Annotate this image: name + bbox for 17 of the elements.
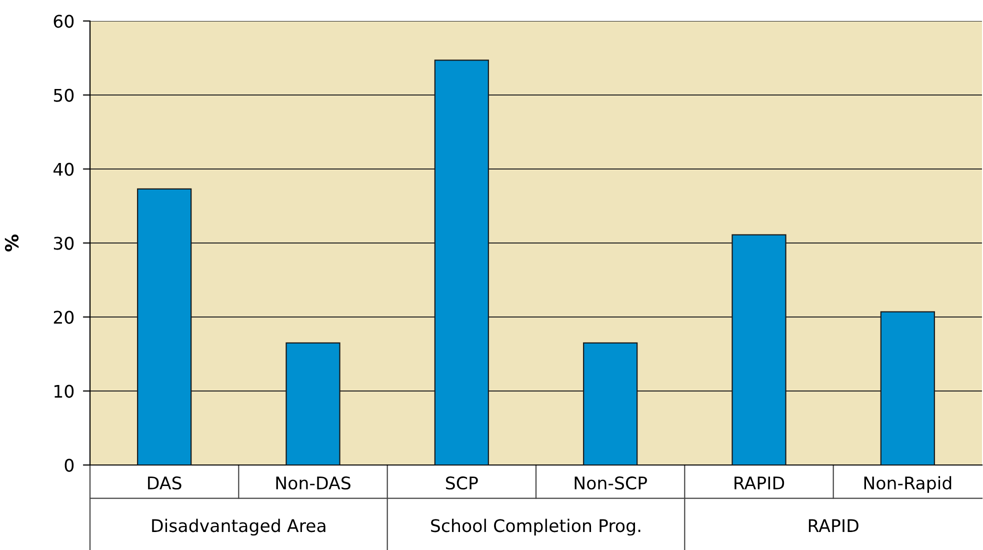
x-tick-label: Non-DAS xyxy=(276,476,350,490)
y-tick-label: 20 xyxy=(54,310,74,324)
x-tick-label: SCP xyxy=(446,476,478,490)
y-tick-label: 60 xyxy=(54,14,74,28)
y-tick-label: 50 xyxy=(54,88,74,102)
x-tick-label: DAS xyxy=(148,476,182,490)
x-tick-label: Non-SCP xyxy=(574,476,647,490)
text: RAPID xyxy=(808,519,858,532)
x-tick-label: Non-Rapid xyxy=(864,476,952,493)
y-axis-title: % xyxy=(4,234,19,252)
y-tick-label: 30 xyxy=(54,236,74,250)
y-tick-label: 0 xyxy=(64,458,74,472)
text: School Completion Prog. xyxy=(431,518,640,536)
x-tick-label: RAPID xyxy=(734,476,784,490)
text: Disadvantaged Area xyxy=(152,518,326,536)
y-tick-label: 10 xyxy=(54,384,74,398)
y-tick-label: 40 xyxy=(53,162,74,176)
